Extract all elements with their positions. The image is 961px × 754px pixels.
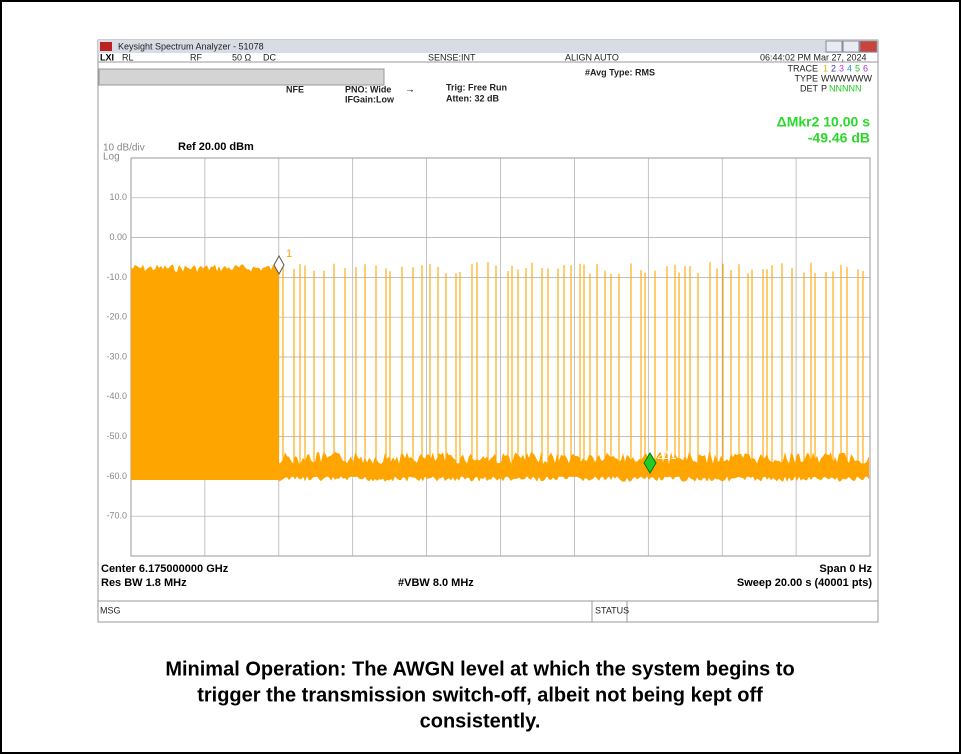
type-label: TYPE (794, 73, 818, 83)
rbw: Res BW 1.8 MHz (101, 577, 187, 589)
caption-line: consistently. (420, 710, 541, 732)
app-icon (100, 42, 112, 51)
scale-div: 10 dB/div (103, 143, 145, 154)
rf: RF (190, 52, 202, 62)
center-freq: Center 6.175000000 GHz (101, 563, 229, 575)
marker-2 (643, 452, 657, 474)
span: Span 0 Hz (819, 563, 872, 575)
marker-1-label: 1 (286, 248, 292, 260)
y-label: -70.0 (106, 511, 127, 521)
avg-type: #Avg Type: RMS (585, 67, 655, 77)
type-value: WWWWWW (821, 73, 872, 83)
det-first: P (821, 83, 827, 93)
y-label: -30.0 (106, 351, 127, 361)
vbw: #VBW 8.0 MHz (398, 577, 474, 589)
caption-line: Minimal Operation: The AWGN level at whi… (165, 658, 794, 680)
lxi-logo: LXI (100, 52, 114, 62)
trace-block (131, 264, 279, 480)
status: STATUS (595, 605, 629, 615)
sense: SENSE:INT (428, 52, 476, 62)
det-rest: NNNNN (829, 83, 862, 93)
trig-arrow: → (405, 85, 415, 96)
min-button[interactable] (825, 40, 843, 53)
atten: Atten: 32 dB (446, 93, 500, 103)
ifgain: IFGain:Low (345, 94, 395, 104)
y-label: 10.0 (109, 192, 127, 202)
datetime: 06:44:02 PM Mar 27, 2024 (760, 52, 867, 62)
y-label: -20.0 (106, 312, 127, 322)
msg: MSG (100, 605, 121, 615)
trig: Trig: Free Run (446, 82, 507, 92)
det-label: DET (800, 83, 819, 93)
trace-number: 6 (863, 63, 868, 73)
rl: RL (122, 52, 134, 62)
window-title: Keysight Spectrum Analyzer - 51078 (118, 41, 264, 51)
scale-log: Log (103, 152, 120, 163)
marker-2-label: 2Δ1 (657, 450, 677, 462)
impedance: 50 Ω (232, 52, 252, 62)
plot: 10.0 0.00 -10.0 -20.0 -30.0 -40.0 -50.0 -60.0 -7… (106, 157, 871, 557)
trace-number: 3 (839, 63, 844, 73)
trace-number: 5 (855, 63, 860, 73)
max-button[interactable] (842, 40, 860, 53)
y-label: -60.0 (106, 471, 127, 481)
sweep: Sweep 20.00 s (40001 pts) (737, 577, 872, 589)
y-label: -50.0 (106, 431, 127, 441)
trace-number: 1 (823, 63, 828, 73)
marker-level: -49.46 dB (808, 130, 870, 146)
marker-delta: ΔMkr2 10.00 s (777, 114, 871, 130)
trace-label: TRACE (787, 63, 818, 73)
ref-level: Ref 20.00 dBm (178, 141, 254, 153)
marker-1 (273, 254, 285, 276)
trace-noise (279, 452, 869, 482)
y-label: 0.00 (109, 232, 127, 242)
trace-spikes (282, 262, 864, 476)
y-label: -40.0 (106, 391, 127, 401)
close-button[interactable] (859, 40, 878, 53)
coupling: DC (263, 52, 276, 62)
pno: PNO: Wide (345, 84, 391, 94)
align: ALIGN AUTO (565, 52, 619, 62)
title-bar (98, 40, 878, 53)
caption-line: trigger the transmission switch-off, alb… (197, 684, 763, 706)
nfe: NFE (286, 84, 304, 94)
entry-field[interactable] (98, 68, 385, 86)
y-label: -10.0 (106, 272, 127, 282)
trace-number: 4 (847, 63, 852, 73)
trace-number: 2 (831, 63, 836, 73)
